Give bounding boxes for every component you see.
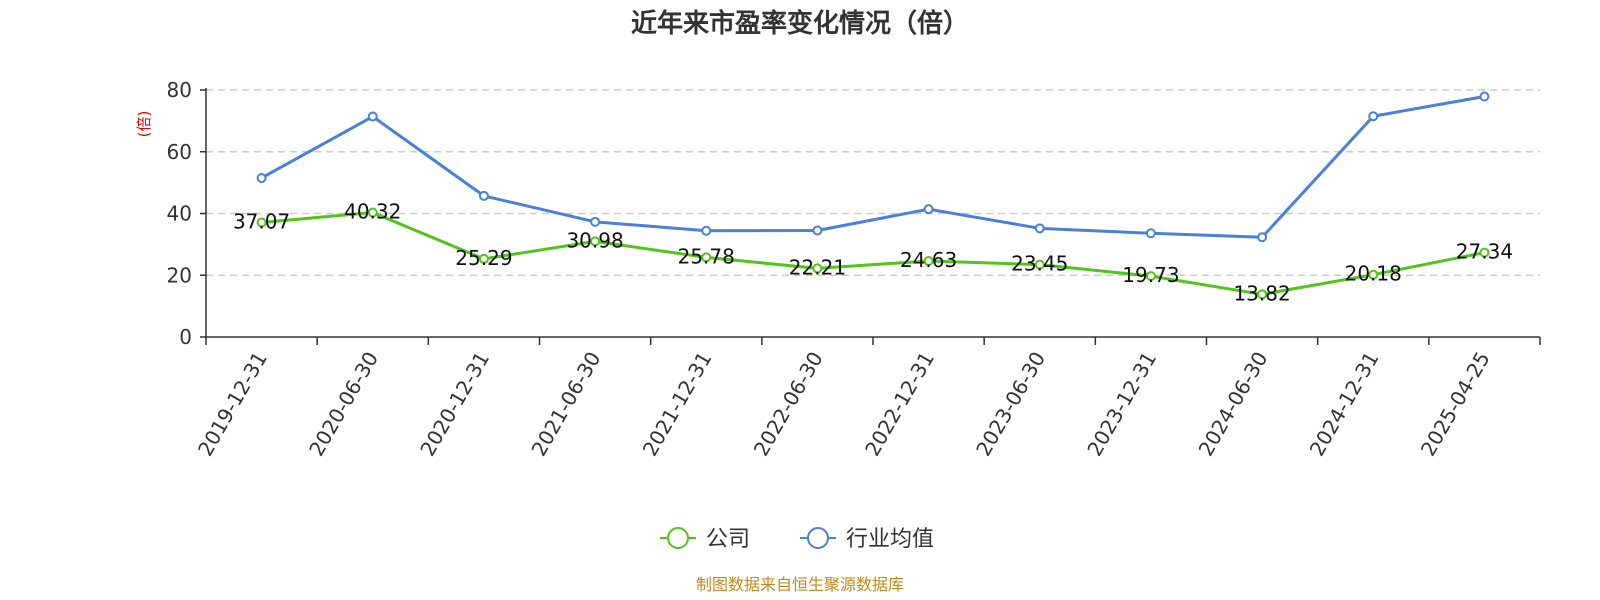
legend-marker <box>667 527 689 549</box>
legend-label: 行业均值 <box>846 527 934 552</box>
x-tick-label: 2023-06-30 <box>971 348 1050 461</box>
data-point <box>923 255 934 266</box>
data-point <box>478 253 489 264</box>
data-point <box>701 252 712 263</box>
x-tick-label: 2022-06-30 <box>749 348 828 461</box>
data-point <box>1368 111 1379 122</box>
data-point <box>1479 247 1490 258</box>
data-source: 制图数据来自恒生聚源数据库 <box>696 575 904 594</box>
data-point <box>923 204 934 215</box>
y-tick-label: 40 <box>167 202 192 226</box>
data-point <box>367 207 378 218</box>
data-point <box>1145 228 1156 239</box>
data-point <box>812 225 823 236</box>
x-tick-label: 2021-12-31 <box>638 348 717 461</box>
x-tick-label: 2020-12-31 <box>415 348 494 461</box>
data-labels: 37.07 40.32 25.29 30.98 25.78 22.21 24.63 23.45… <box>233 200 1513 306</box>
data-label: 24.63 <box>900 248 957 272</box>
x-tick-label: 2021-06-30 <box>527 348 606 461</box>
data-label: 25.78 <box>678 244 735 268</box>
data-label: 19.73 <box>1122 263 1179 287</box>
x-tick-label: 2019-12-31 <box>193 348 272 461</box>
data-point <box>1034 259 1045 270</box>
data-point <box>1257 289 1268 300</box>
data-point <box>590 216 601 227</box>
legend-marker <box>807 527 829 549</box>
data-label: 40.32 <box>344 200 401 224</box>
data-label: 30.98 <box>566 228 623 252</box>
x-tick-label: 2025-04-25 <box>1416 348 1495 461</box>
grid-lines <box>206 89 1540 276</box>
x-tick-label: 2024-12-31 <box>1305 348 1384 461</box>
x-tick-label: 2024-06-30 <box>1194 348 1273 461</box>
y-tick-label: 60 <box>167 140 192 164</box>
data-point <box>256 217 267 228</box>
data-point <box>256 172 267 183</box>
axes: 0 20 40 60 80 2019-12-31 2020-06-30 2020-12-31 2… <box>167 78 1541 461</box>
legend-label: 公司 <box>706 527 750 552</box>
x-tick-label: 2023-12-31 <box>1082 348 1161 461</box>
data-label: 22.21 <box>789 255 846 279</box>
data-point <box>701 225 712 236</box>
data-point <box>1368 269 1379 280</box>
x-tick-label: 2022-12-31 <box>860 348 939 461</box>
y-tick-label: 20 <box>167 263 192 287</box>
chart-title: 近年来市盈率变化情况（倍） <box>631 8 969 39</box>
y-axis-label: (倍) <box>135 111 153 138</box>
data-point <box>1479 91 1490 102</box>
series-layer <box>256 91 1490 300</box>
y-tick-label: 80 <box>167 78 192 102</box>
data-point <box>590 236 601 247</box>
data-point <box>1145 271 1156 282</box>
data-point <box>812 263 823 274</box>
data-label: 23.45 <box>1011 252 1068 276</box>
data-point <box>478 190 489 201</box>
data-point <box>1257 232 1268 243</box>
y-tick-label: 0 <box>179 325 192 349</box>
x-tick-label: 2020-06-30 <box>304 348 383 461</box>
data-label: 27.34 <box>1456 240 1513 264</box>
data-label: 20.18 <box>1345 262 1402 286</box>
data-label: 13.82 <box>1233 281 1290 305</box>
data-point <box>367 111 378 122</box>
data-label: 25.29 <box>455 246 512 270</box>
data-point <box>1034 223 1045 234</box>
series-line-0 <box>261 211 1485 296</box>
series-line-1 <box>260 95 1485 239</box>
legend: 公司 行业均值 <box>660 527 934 552</box>
data-label: 37.07 <box>233 210 290 234</box>
